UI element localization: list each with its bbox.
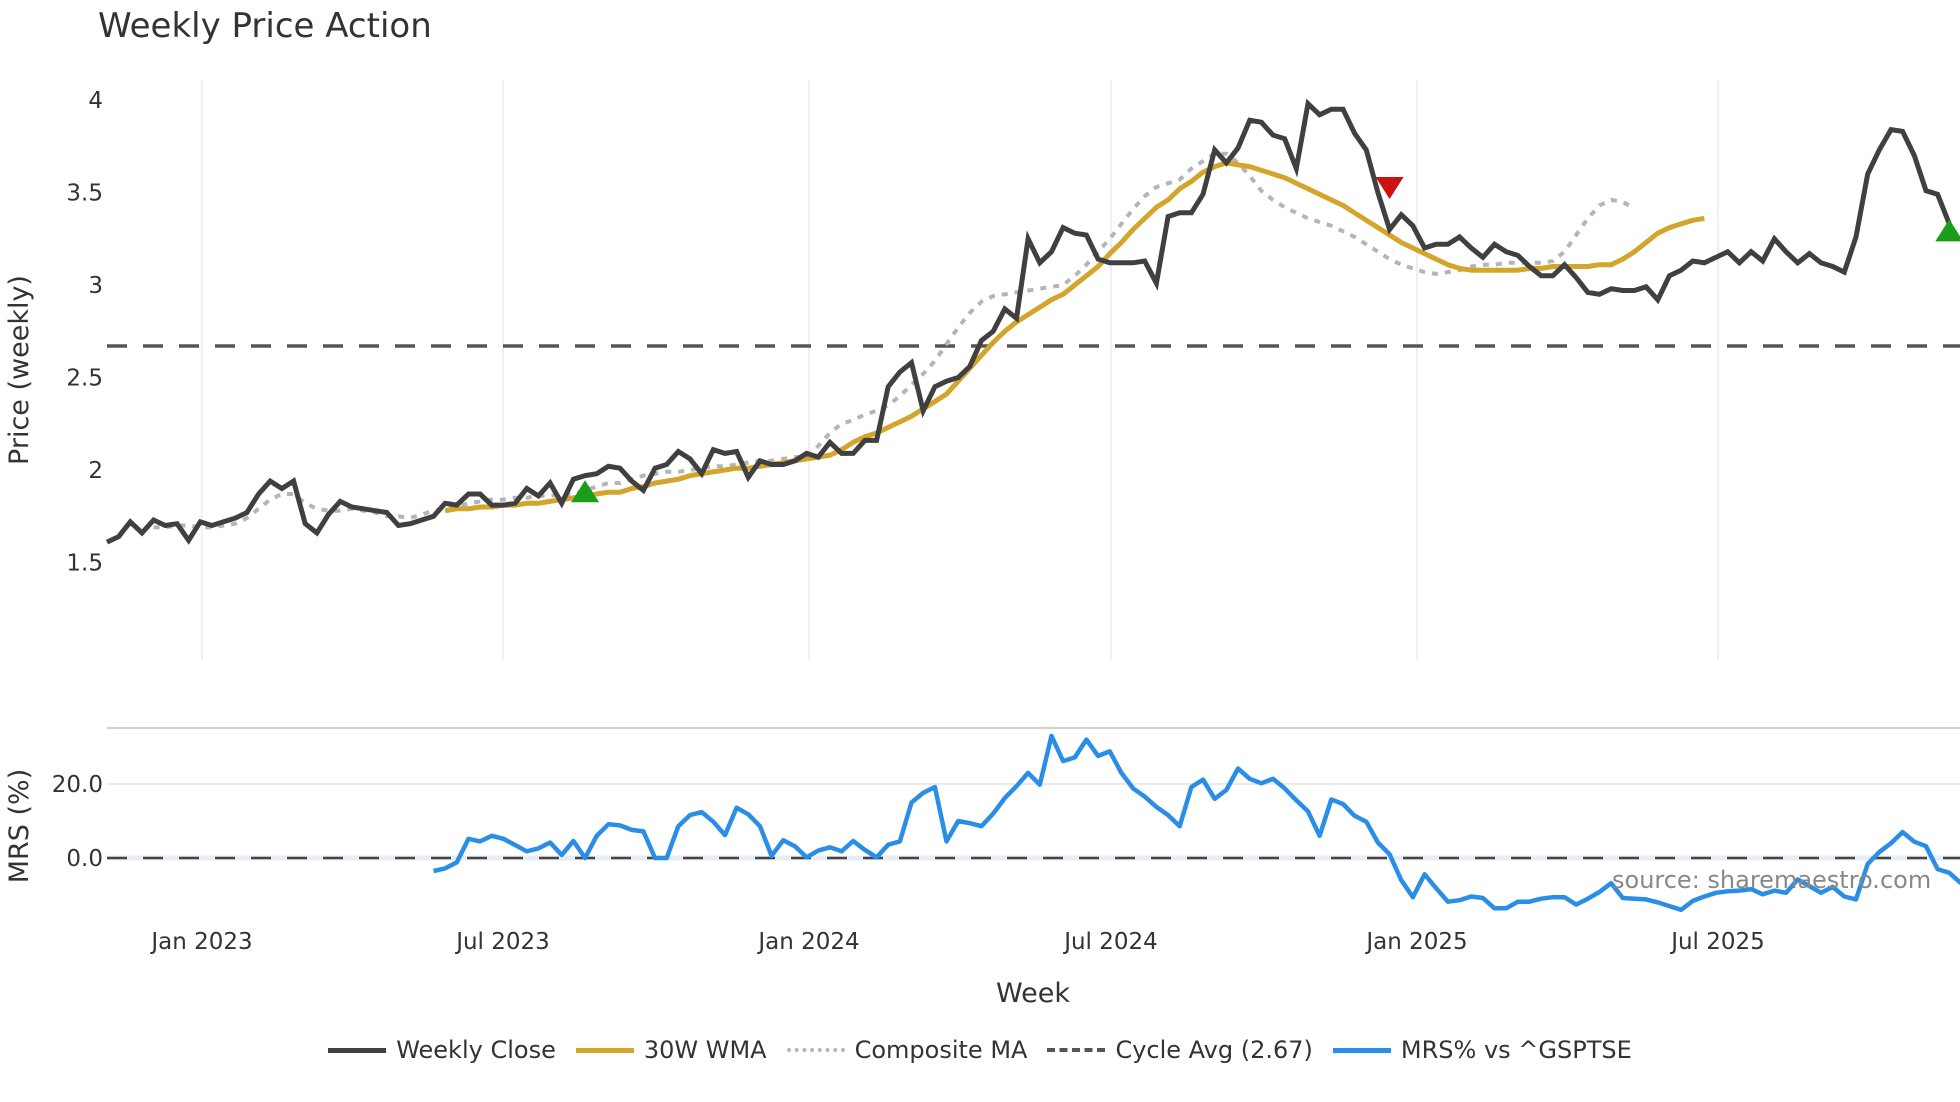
legend-label: MRS% vs ^GSPTSE [1400, 1036, 1632, 1064]
x-axis-ticks: Jan 2023 Jul 2023 Jan 2024 Jul 2024 Jan 2025… [149, 929, 1764, 955]
wma30-line [444, 160, 1705, 514]
price-y-tick: 4 [88, 88, 103, 114]
legend-item-cycle-avg[interactable]: Cycle Avg (2.67) [1047, 1036, 1313, 1064]
buy-triangle-up-icon [1935, 219, 1960, 242]
legend-label: Weekly Close [396, 1036, 556, 1064]
price-y-tick: 1.5 [66, 551, 103, 577]
sell-triangle-down-icon [1375, 176, 1404, 199]
x-tick-label: Jul 2025 [1669, 929, 1765, 955]
buy-triangle-up-icon [571, 480, 600, 503]
x-tick-label: Jan 2023 [149, 929, 252, 955]
legend-label: Cycle Avg (2.67) [1115, 1036, 1313, 1064]
price-y-tick: 3.5 [66, 181, 103, 207]
mrs-swatch [1332, 1047, 1391, 1053]
x-tick-label: Jul 2023 [454, 929, 550, 955]
legend-item-composite-ma[interactable]: Composite MA [786, 1036, 1028, 1064]
legend: Weekly Close 30W WMA Composite MA Cycle … [0, 1036, 1960, 1064]
x-tick-label: Jul 2024 [1062, 929, 1158, 955]
source-note: source: sharemaestro.com [1612, 866, 1932, 894]
weekly-close-line [105, 98, 1952, 545]
legend-label: 30W WMA [643, 1036, 767, 1064]
price-y-ticks: 4 3.5 3 2.5 2 1.5 [66, 88, 103, 577]
price-y-tick: 2.5 [66, 366, 103, 392]
mrs-y-label: MRS (%) [4, 769, 35, 884]
legend-item-mrs[interactable]: MRS% vs ^GSPTSE [1332, 1036, 1632, 1064]
mrs-y-ticks: 20.0 0.0 [52, 772, 103, 872]
mrs-y-tick: 20.0 [52, 772, 103, 798]
legend-label: Composite MA [854, 1036, 1028, 1064]
chart-title: Weekly Price Action [98, 6, 432, 46]
mrs-line [433, 733, 1960, 913]
signal-markers [571, 176, 1960, 503]
price-y-tick: 2 [88, 458, 103, 484]
legend-item-wma30[interactable]: 30W WMA [575, 1036, 767, 1064]
x-tick-label: Jan 2024 [756, 929, 859, 955]
cycle-avg-swatch [1047, 1048, 1106, 1052]
composite-ma-line [153, 151, 1636, 530]
composite-ma-swatch [786, 1048, 845, 1052]
wma30-swatch [575, 1047, 634, 1053]
price-y-label: Price (weekly) [4, 275, 35, 465]
mrs-y-tick: 0.0 [66, 846, 103, 872]
price-y-tick: 3 [88, 273, 103, 299]
legend-item-weekly-close[interactable]: Weekly Close [328, 1036, 556, 1064]
x-axis-label: Week [996, 978, 1070, 1009]
weekly-close-swatch [328, 1047, 387, 1053]
x-tick-label: Jan 2025 [1364, 929, 1467, 955]
vertical-gridlines [201, 80, 1719, 660]
